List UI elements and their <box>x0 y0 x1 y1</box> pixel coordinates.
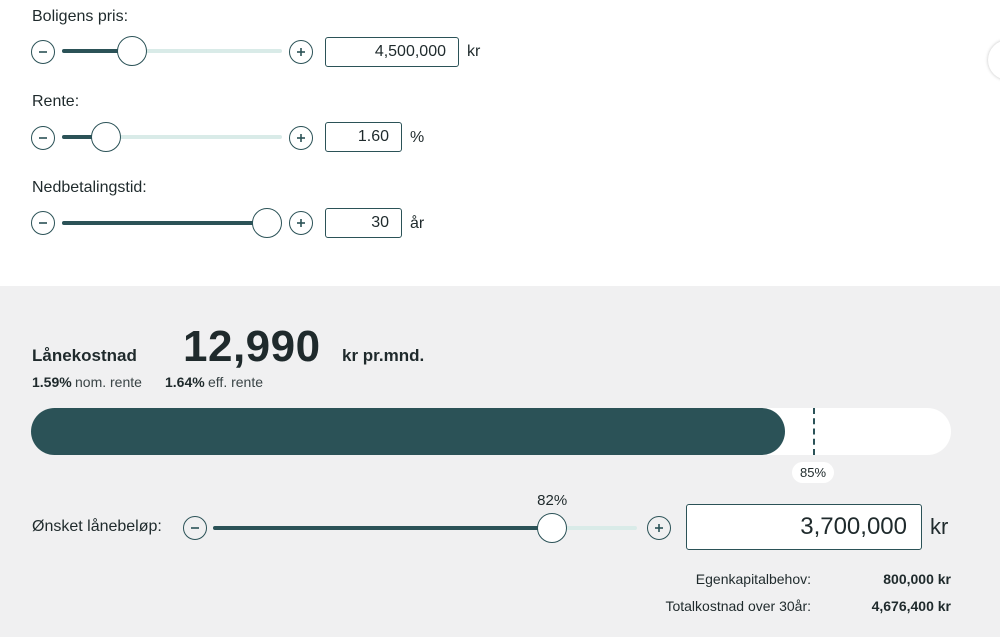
effective-rate-label: eff. rente <box>208 374 264 390</box>
result-panel <box>0 286 1000 637</box>
term-label: Nedbetalingstid: <box>32 179 147 196</box>
nominal-rate-value: 1.59% <box>32 374 72 390</box>
monthly-amount: 12,990 <box>183 322 321 371</box>
term-input[interactable] <box>325 208 402 238</box>
minus-icon <box>191 527 199 529</box>
total-cost-label: Totalkostnad over 30år: <box>665 598 811 614</box>
price-input[interactable] <box>325 37 459 67</box>
edge-handle[interactable] <box>988 40 1000 80</box>
loan-cost-title: Lånekostnad <box>32 346 137 365</box>
slider-fill <box>62 135 106 139</box>
rate-decrease-button[interactable] <box>31 126 55 150</box>
slider-track <box>62 49 282 53</box>
term-slider[interactable] <box>62 208 282 238</box>
price-slider[interactable] <box>62 36 282 66</box>
rate-slider[interactable] <box>62 122 282 152</box>
price-unit: kr <box>467 43 481 60</box>
rate-increase-button[interactable] <box>289 126 313 150</box>
slider-thumb[interactable] <box>252 208 282 238</box>
term-decrease-button[interactable] <box>31 211 55 235</box>
loan-limit-label: 85% <box>791 462 835 483</box>
rate-input[interactable] <box>325 122 402 152</box>
monthly-unit: kr pr.mnd. <box>342 346 425 365</box>
slider-fill <box>213 526 552 530</box>
minus-icon <box>39 137 47 139</box>
minus-icon <box>39 51 47 53</box>
plus-icon <box>297 134 305 142</box>
loan-decrease-button[interactable] <box>183 516 207 540</box>
loan-amount-input[interactable] <box>686 504 922 550</box>
slider-thumb[interactable] <box>537 513 567 543</box>
loan-amount-unit: kr <box>930 514 949 539</box>
slider-fill <box>62 49 132 53</box>
total-cost-value: 4,676,400 kr <box>871 598 951 614</box>
slider-track <box>62 135 282 139</box>
price-label: Boligens pris: <box>32 8 129 25</box>
plus-icon <box>297 48 305 56</box>
slider-thumb[interactable] <box>91 122 121 152</box>
loan-slider[interactable] <box>213 513 637 543</box>
input-panel: Boligens pris: kr Rente: % Nedbetalingst… <box>0 0 1000 286</box>
slider-thumb[interactable] <box>117 36 147 66</box>
loan-percent-label: 82% <box>537 492 568 509</box>
equity-value: 800,000 kr <box>883 571 951 587</box>
loan-ratio-fill <box>31 408 785 455</box>
price-increase-button[interactable] <box>289 40 313 64</box>
minus-icon <box>39 222 47 224</box>
nominal-rate-label: nom. rente <box>75 374 142 390</box>
loan-increase-button[interactable] <box>647 516 671 540</box>
term-increase-button[interactable] <box>289 211 313 235</box>
loan-limit-marker <box>813 408 815 455</box>
effective-rate-value: 1.64% <box>165 374 205 390</box>
loan-amount-label: Ønsket lånebeløp: <box>32 518 162 535</box>
rate-label: Rente: <box>32 93 80 110</box>
rate-unit: % <box>410 129 425 146</box>
term-unit: år <box>410 215 425 232</box>
slider-fill <box>62 221 267 225</box>
price-decrease-button[interactable] <box>31 40 55 64</box>
plus-icon <box>297 219 305 227</box>
equity-label: Egenkapitalbehov: <box>695 571 811 587</box>
plus-icon <box>655 524 663 532</box>
